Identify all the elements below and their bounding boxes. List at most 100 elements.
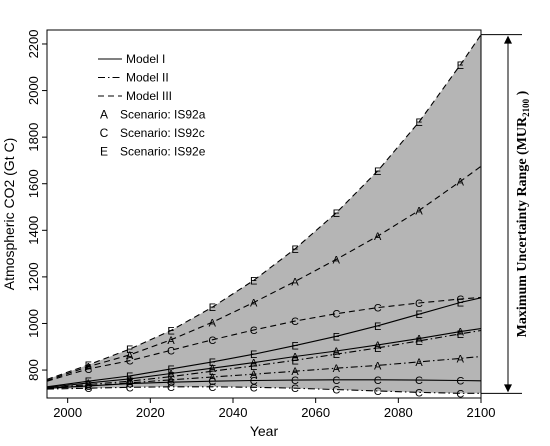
series-marker: A (209, 317, 217, 329)
legend-marker: E (100, 145, 108, 159)
legend-label: Model III (126, 89, 172, 103)
legend-label: Scenario: IS92e (120, 145, 206, 159)
series-marker: C (208, 382, 216, 394)
series-line-model-ii-is92e (46, 329, 482, 389)
series-marker: E (374, 321, 381, 333)
series-marker: A (415, 206, 423, 218)
series-marker: E (333, 349, 340, 361)
series-marker: C (167, 345, 175, 357)
series-marker: C (250, 376, 258, 388)
y-tick-label: 1000 (26, 309, 41, 338)
series-marker: E (85, 379, 92, 391)
y-tick-label: 1800 (26, 123, 41, 152)
series-marker: A (250, 369, 258, 381)
mur-arrow-up-icon (504, 35, 512, 44)
series-marker: C (84, 383, 92, 395)
series-marker: E (167, 325, 174, 337)
y-tick-label: 800 (26, 359, 41, 381)
series-marker: C (415, 387, 423, 399)
mur-label-subscript: 2100 (521, 98, 531, 117)
series-marker: A (167, 369, 175, 381)
x-axis-label: Year (250, 423, 279, 439)
series-marker: A (250, 358, 258, 370)
series-marker: C (167, 382, 175, 394)
series-marker: E (291, 355, 298, 367)
legend-label: Model I (126, 52, 165, 66)
series-line-model-iii-is92e (46, 34, 482, 380)
series-marker: A (333, 254, 341, 266)
series-marker: A (291, 366, 299, 378)
series-marker: E (209, 302, 216, 314)
x-tick-label: 2040 (219, 405, 248, 420)
series-marker: A (126, 374, 134, 386)
series-marker: A (415, 334, 423, 346)
series-line-model-iii-is92a (46, 165, 482, 382)
mur-label: Maximum Uncertainty Range (MUR2100 ) (515, 90, 531, 337)
plot-frame (46, 29, 482, 399)
series-marker: A (291, 352, 299, 364)
series-marker: A (126, 378, 134, 390)
series-marker: A (374, 231, 382, 243)
y-tick-label: 1400 (26, 216, 41, 245)
series-marker: C (374, 375, 382, 387)
series-marker: C (208, 335, 216, 347)
series-marker: C (208, 376, 216, 388)
mur-annotation: Maximum Uncertainty Range (MUR2100 ) (481, 34, 531, 394)
series-marker: A (85, 381, 93, 393)
series-marker: A (167, 375, 175, 387)
series-marker: C (332, 309, 340, 321)
mur-label-main: Maximum Uncertainty Range (MUR (515, 116, 530, 337)
series-marker: A (333, 346, 341, 358)
series-line-model-i-is92e (46, 297, 482, 388)
series-marker: E (209, 366, 216, 378)
series-marker: E (250, 349, 257, 361)
series-marker: A (333, 363, 341, 375)
series-marker: E (415, 336, 422, 348)
series-marker: E (457, 60, 464, 72)
series-marker: C (456, 294, 464, 306)
series-marker: A (126, 350, 134, 362)
legend-label: Scenario: IS92a (120, 108, 206, 122)
series-line-model-i-is92c (46, 379, 482, 389)
series-marker: C (250, 382, 258, 394)
y-axis-label: Atmospheric CO2 (Gt C) (1, 138, 17, 290)
series-line-model-i-is92a (46, 328, 482, 389)
series-marker: A (167, 335, 175, 347)
series-marker: E (126, 344, 133, 356)
series-marker: E (333, 331, 340, 343)
series-marker: E (415, 309, 422, 321)
series-marker: C (332, 375, 340, 387)
series-marker: A (415, 357, 423, 369)
series-marker: E (250, 361, 257, 373)
series-marker: A (374, 340, 382, 352)
series-marker: E (126, 371, 133, 383)
series-marker: C (415, 298, 423, 310)
series-marker: A (209, 363, 217, 375)
y-tick-label: 1200 (26, 262, 41, 291)
series-marker: A (457, 176, 465, 188)
series-marker: E (85, 360, 92, 372)
series-marker: C (374, 386, 382, 398)
series-marker: E (126, 376, 133, 388)
series-marker: E (415, 117, 422, 129)
series-marker: C (374, 303, 382, 315)
series-marker: A (250, 298, 258, 310)
x-tick-label: 2000 (53, 405, 82, 420)
series-marker: E (457, 298, 464, 310)
series-layer (46, 34, 482, 394)
series-marker: C (84, 364, 92, 376)
legend-marker: C (100, 126, 109, 140)
series-marker: A (85, 378, 93, 390)
x-tick-label: 2080 (384, 405, 413, 420)
series-marker: C (126, 379, 134, 391)
series-marker: E (167, 372, 174, 384)
series-line-model-ii-is92c (46, 386, 481, 394)
series-marker: E (85, 376, 92, 388)
series-marker: E (250, 275, 257, 287)
x-tick-label: 2100 (467, 405, 496, 420)
series-marker: E (374, 343, 381, 355)
series-marker: C (167, 377, 175, 389)
y-tick-label: 1600 (26, 169, 41, 198)
